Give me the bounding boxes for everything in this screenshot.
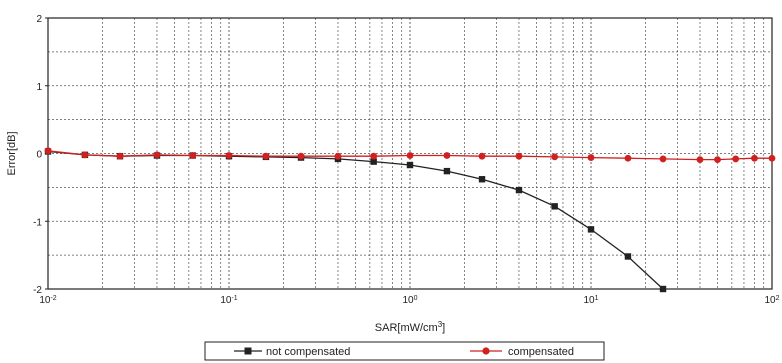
legend: not compensated compensated [204, 341, 605, 361]
y-tick-label: 0 [36, 150, 42, 161]
data-point-compensated [587, 154, 595, 161]
data-point-not-compensated [624, 253, 632, 260]
data-point-compensated [44, 147, 52, 155]
legend-marker-not-compensated [244, 347, 252, 355]
data-point-not-compensated [443, 167, 451, 175]
data-point-compensated [714, 156, 721, 163]
data-point-not-compensated [370, 158, 377, 165]
legend-marker-compensated [482, 347, 490, 355]
x-tick-label: 102 [764, 295, 779, 307]
data-point-not-compensated [659, 285, 667, 293]
y-axis-label: Error[dB] [6, 131, 18, 175]
y-tick-label: -2 [33, 285, 42, 296]
series-compensated [44, 147, 776, 163]
data-point-compensated [696, 156, 704, 163]
data-point-compensated [624, 154, 632, 162]
data-point-compensated [116, 152, 124, 160]
x-tick-label: 10-2 [39, 295, 56, 307]
data-point-compensated [81, 151, 89, 159]
data-point-compensated [262, 152, 270, 160]
data-point-compensated [153, 151, 161, 159]
data-point-not-compensated [515, 186, 523, 194]
data-point-compensated [297, 152, 305, 160]
data-point-not-compensated [478, 176, 486, 183]
data-point-not-compensated [406, 161, 414, 169]
x-axis-label: SAR[mW/cm3] [375, 320, 445, 335]
legend-label-compensated: compensated [508, 346, 574, 358]
data-point-not-compensated [587, 226, 595, 233]
x-axis-ticks: 10-2 10-1 100 101 102 [39, 295, 779, 307]
data-point-compensated [189, 152, 197, 159]
grid [48, 18, 772, 289]
y-tick-label: 1 [36, 82, 42, 93]
series-line-not-compensated [47, 150, 664, 290]
data-point-compensated [551, 153, 559, 161]
data-point-compensated [406, 152, 414, 159]
y-tick-label: 2 [36, 14, 42, 25]
data-point-compensated [732, 155, 740, 163]
data-point-compensated [768, 154, 776, 162]
data-point-compensated [334, 152, 342, 160]
data-point-compensated [370, 152, 378, 160]
series-layer [44, 147, 776, 293]
x-tick-label: 10-1 [220, 295, 237, 307]
y-tick-label: -1 [33, 217, 42, 228]
x-tick-label: 101 [583, 295, 598, 307]
data-point-compensated [659, 155, 667, 163]
legend-item-not-compensated: not compensated [234, 346, 350, 358]
legend-box [204, 341, 605, 361]
data-point-compensated [751, 154, 758, 162]
data-point-compensated [478, 152, 486, 160]
data-point-not-compensated [551, 203, 558, 210]
y-axis-ticks: 2 1 0 -1 -2 [33, 14, 48, 296]
data-point-compensated [443, 152, 451, 159]
data-point-compensated [515, 152, 523, 160]
x-tick-label: 100 [402, 295, 417, 307]
legend-item-compensated: compensated [470, 346, 574, 358]
data-point-compensated [225, 152, 233, 159]
legend-label-not-compensated: not compensated [266, 346, 350, 358]
